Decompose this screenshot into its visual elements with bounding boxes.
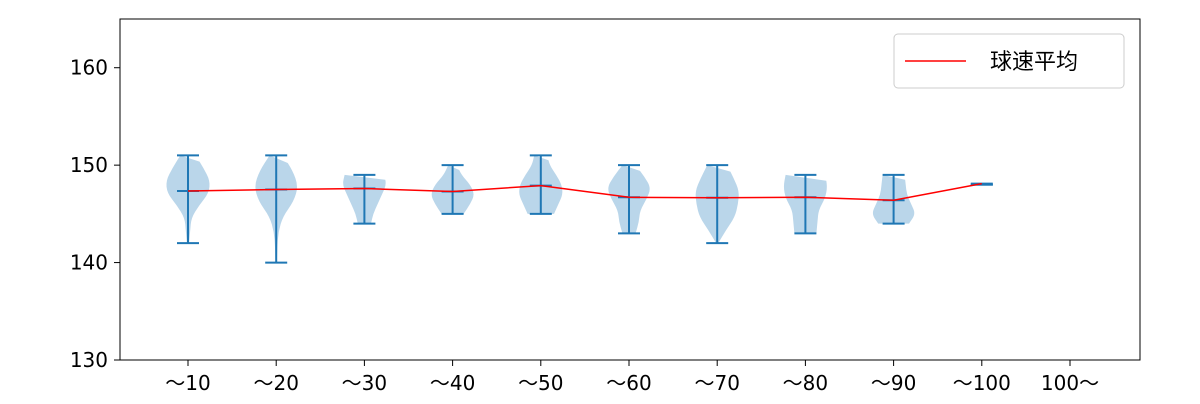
plot-frame: [119, 18, 1141, 361]
y-tick-label: 150: [70, 153, 108, 177]
legend: 球速平均: [893, 33, 1125, 89]
legend-box: [893, 33, 1125, 89]
y-tick-label: 160: [70, 56, 108, 80]
y-tick-label: 130: [70, 348, 108, 372]
legend-label: 球速平均: [990, 50, 1078, 75]
mean-line-series: [187, 182, 982, 201]
x-tick-label: ～50: [518, 371, 563, 395]
x-tick-label: ～60: [606, 371, 651, 395]
x-tick-label: ～30: [342, 371, 387, 395]
x-tick-label: ～10: [165, 371, 210, 395]
x-tick-label: ～80: [783, 371, 828, 395]
violins: [166, 154, 993, 264]
x-tick-label: ～20: [253, 371, 298, 395]
x-tick-label: ～90: [871, 371, 916, 395]
x-tick-label: ～70: [694, 371, 739, 395]
x-tick-label: ～100: [953, 371, 1011, 395]
x-tick-label: 100～: [1041, 371, 1099, 395]
y-axis: 130 140 150 160: [70, 56, 120, 372]
y-tick-label: 140: [70, 251, 108, 275]
x-axis: ～10 ～20 ～30 ～40 ～50 ～60 ～70 ～80 ～90 ～100 100～: [165, 360, 1099, 395]
x-tick-label: ～40: [430, 371, 475, 395]
